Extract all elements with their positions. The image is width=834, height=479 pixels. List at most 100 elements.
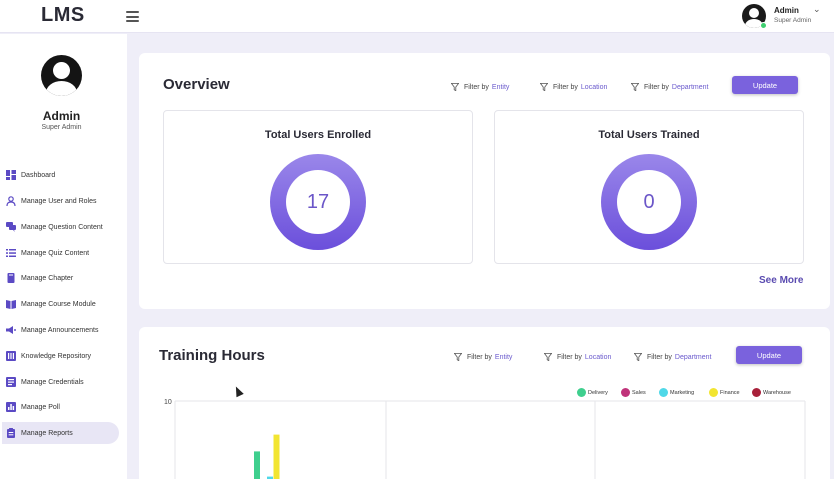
sidebar-avatar	[41, 55, 82, 96]
legend-swatch	[659, 388, 668, 397]
sidebar-item-label: Manage Announcements	[21, 326, 99, 334]
filter-icon	[544, 353, 552, 361]
sidebar-item-label: Manage Credentials	[21, 378, 84, 386]
legend-swatch	[577, 388, 586, 397]
donut-chart: 0	[601, 154, 697, 250]
overview-update-button[interactable]: Update	[732, 76, 798, 94]
bar-marketing[interactable]	[267, 476, 273, 479]
user-icon	[6, 196, 16, 206]
legend-label: Warehouse	[763, 389, 791, 396]
overview-filter-entity[interactable]: Filter by Entity	[451, 83, 509, 91]
filter-value: Location	[584, 353, 612, 361]
sidebar-item-credentials[interactable]: Manage Credentials	[2, 371, 119, 393]
sidebar-item-reports[interactable]: Manage Reports	[2, 422, 119, 444]
sidebar-item-poll[interactable]: Manage Poll	[2, 396, 119, 418]
training-filter-location[interactable]: Filter by Location	[544, 353, 611, 361]
overview-filter-location[interactable]: Filter by Location	[540, 83, 607, 91]
hamburger-menu-icon[interactable]	[126, 11, 139, 22]
sidebar: Admin Super Admin Dashboard Manage User …	[0, 34, 127, 479]
filter-label: Filter by	[647, 353, 672, 361]
stat-value: 0	[617, 170, 681, 234]
training-hours-card: Training Hours Filter by Entity Filter b…	[139, 327, 830, 479]
stat-value: 17	[286, 170, 350, 234]
stat-title: Total Users Enrolled	[264, 129, 372, 141]
sidebar-item-dashboard[interactable]: Dashboard	[2, 164, 119, 186]
filter-icon	[451, 83, 459, 91]
top-bar: LMS Admin Super Admin ⌄	[0, 0, 834, 33]
user-avatar[interactable]	[742, 4, 766, 28]
filter-label: Filter by	[464, 83, 489, 91]
stat-title: Total Users Trained	[598, 129, 700, 141]
y-tick-label: 10	[164, 399, 172, 406]
filter-label: Filter by	[467, 353, 492, 361]
sidebar-item-label: Knowledge Repository	[21, 352, 92, 360]
legend-item-warehouse[interactable]: Warehouse	[752, 388, 791, 397]
id-card-icon	[6, 377, 16, 387]
filter-value: Entity	[494, 353, 513, 361]
filter-value: Location	[580, 83, 608, 91]
legend-swatch	[752, 388, 761, 397]
legend-label: Sales	[632, 389, 646, 396]
sidebar-item-announcements[interactable]: Manage Announcements	[2, 319, 119, 341]
stat-card-trained: Total Users Trained 0	[494, 110, 804, 264]
legend-label: Delivery	[588, 389, 608, 396]
stat-card-enrolled: Total Users Enrolled 17	[163, 110, 473, 264]
sidebar-item-label: Manage Course Module	[21, 300, 96, 308]
filter-label: Filter by	[644, 83, 669, 91]
sidebar-item-label: Manage Reports	[21, 429, 73, 437]
filter-label: Filter by	[553, 83, 578, 91]
sidebar-item-course-module[interactable]: Manage Course Module	[2, 293, 119, 315]
report-icon	[7, 428, 15, 438]
sidebar-user-name: Admin	[42, 109, 81, 123]
sidebar-item-chapter[interactable]: Manage Chapter	[2, 267, 119, 289]
dashboard-icon	[6, 170, 16, 180]
training-filter-entity[interactable]: Filter by Entity	[454, 353, 512, 361]
see-more-link[interactable]: See More	[759, 275, 804, 286]
legend-item-sales[interactable]: Sales	[621, 388, 646, 397]
megaphone-icon	[6, 326, 16, 334]
training-hours-title: Training Hours	[159, 347, 265, 364]
training-filter-department[interactable]: Filter by Department	[634, 353, 711, 361]
donut-chart: 17	[270, 154, 366, 250]
header-user-name[interactable]: Admin	[774, 6, 799, 15]
legend-item-marketing[interactable]: Marketing	[659, 388, 694, 397]
bookmark-icon	[7, 273, 15, 283]
chevron-down-icon[interactable]: ⌄	[813, 4, 821, 14]
legend-swatch	[621, 388, 630, 397]
book-icon	[6, 300, 16, 309]
legend-label: Finance	[720, 389, 740, 396]
app-logo: LMS	[41, 4, 85, 26]
chat-icon	[6, 222, 16, 232]
legend-swatch	[709, 388, 718, 397]
sidebar-item-label: Manage Poll	[21, 403, 60, 411]
sidebar-item-quiz-content[interactable]: Manage Quiz Content	[2, 242, 119, 264]
sidebar-item-user-roles[interactable]: Manage User and Roles	[2, 190, 119, 212]
sidebar-item-knowledge-repository[interactable]: Knowledge Repository	[2, 345, 119, 367]
filter-icon	[634, 353, 642, 361]
legend-item-finance[interactable]: Finance	[709, 388, 740, 397]
filter-value: Department	[674, 353, 712, 361]
overview-card: Overview Filter by Entity Filter by Loca…	[139, 53, 830, 309]
sidebar-user-role: Super Admin	[41, 124, 82, 131]
list-icon	[6, 249, 16, 257]
sidebar-item-question-content[interactable]: Manage Question Content	[2, 216, 119, 238]
legend-label: Marketing	[670, 389, 695, 396]
filter-icon	[454, 353, 462, 361]
bar-finance[interactable]	[273, 434, 280, 479]
poll-icon	[6, 402, 16, 412]
filter-icon	[631, 83, 639, 91]
header-user-role: Super Admin	[774, 17, 812, 24]
online-status-icon	[760, 22, 767, 29]
training-hours-chart: 10	[164, 399, 806, 479]
sidebar-item-label: Manage Quiz Content	[21, 249, 90, 257]
sidebar-item-label: Manage User and Roles	[21, 197, 97, 205]
overview-filter-department[interactable]: Filter by Department	[631, 83, 708, 91]
library-icon	[6, 351, 16, 361]
filter-label: Filter by	[557, 353, 582, 361]
sidebar-item-label: Dashboard	[21, 171, 56, 179]
sidebar-item-label: Manage Question Content	[21, 223, 103, 231]
training-update-button[interactable]: Update	[736, 346, 802, 364]
bar-delivery[interactable]	[254, 451, 260, 479]
legend-item-delivery[interactable]: Delivery	[577, 388, 608, 397]
filter-icon	[540, 83, 548, 91]
